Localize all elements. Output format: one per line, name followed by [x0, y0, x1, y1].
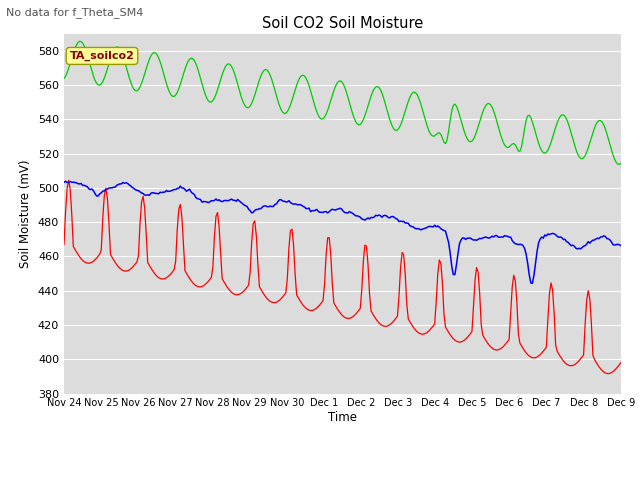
Text: TA_soilco2: TA_soilco2 [70, 51, 134, 61]
Y-axis label: Soil Moisture (mV): Soil Moisture (mV) [19, 159, 33, 268]
Text: No data for f_Theta_SM4: No data for f_Theta_SM4 [6, 7, 144, 18]
X-axis label: Time: Time [328, 411, 357, 424]
Title: Soil CO2 Soil Moisture: Soil CO2 Soil Moisture [262, 16, 423, 31]
